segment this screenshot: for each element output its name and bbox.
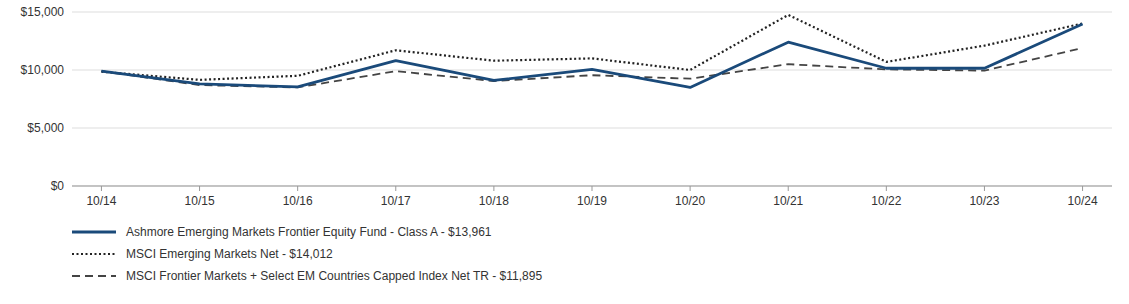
legend-label: MSCI Frontier Markets + Select EM Countr… (126, 269, 542, 283)
chart: $0$5,000$10,000$15,00010/1410/1510/1610/… (0, 0, 1129, 304)
chart-container: $0$5,000$10,000$15,00010/1410/1510/1610/… (0, 0, 1129, 304)
y-tick-labels: $0 $5,000 $10,000 $15,000 (21, 5, 65, 193)
x-tick (493, 186, 494, 191)
x-tick (984, 186, 985, 191)
y-tick-label: $15,000 (21, 5, 65, 19)
x-tick-label: 10/14 (86, 194, 116, 208)
x-tick-label: 10/21 (773, 194, 803, 208)
y-grid (72, 12, 1112, 186)
x-tick-label: 10/18 (479, 194, 509, 208)
x-tick-label: 10/22 (871, 194, 901, 208)
x-tick-label: 10/15 (185, 194, 215, 208)
legend-label: MSCI Emerging Markets Net - $14,012 (126, 247, 333, 261)
y-tick-label: $0 (51, 179, 65, 193)
x-ticks: 10/14 10/15 10/16 10/17 10/18 10/19 10/20 10/21… (86, 186, 1097, 208)
x-tick (788, 186, 789, 191)
x-tick (297, 186, 298, 191)
x-tick (101, 186, 102, 191)
grid-line (72, 128, 1112, 129)
legend-swatch (72, 231, 116, 234)
x-tick-label: 10/16 (283, 194, 313, 208)
x-tick (886, 186, 887, 191)
y-tick-label: $5,000 (27, 121, 64, 135)
x-tick (690, 186, 691, 191)
legend-swatch (72, 253, 116, 255)
grid-line (72, 12, 1112, 13)
legend-swatch (72, 275, 116, 277)
y-tick-label: $10,000 (21, 63, 65, 77)
series-lines (101, 15, 1082, 88)
x-tick (1082, 186, 1083, 191)
x-tick-label: 10/19 (577, 194, 607, 208)
x-tick (395, 186, 396, 191)
x-tick (199, 186, 200, 191)
series-line (101, 24, 1082, 87)
x-tick-label: 10/24 (1068, 194, 1098, 208)
legend-label: Ashmore Emerging Markets Frontier Equity… (126, 225, 492, 239)
x-tick-label: 10/23 (969, 194, 999, 208)
x-tick-label: 10/17 (381, 194, 411, 208)
x-tick (592, 186, 593, 191)
x-tick-label: 10/20 (675, 194, 705, 208)
legend: Ashmore Emerging Markets Frontier Equity… (72, 225, 542, 283)
